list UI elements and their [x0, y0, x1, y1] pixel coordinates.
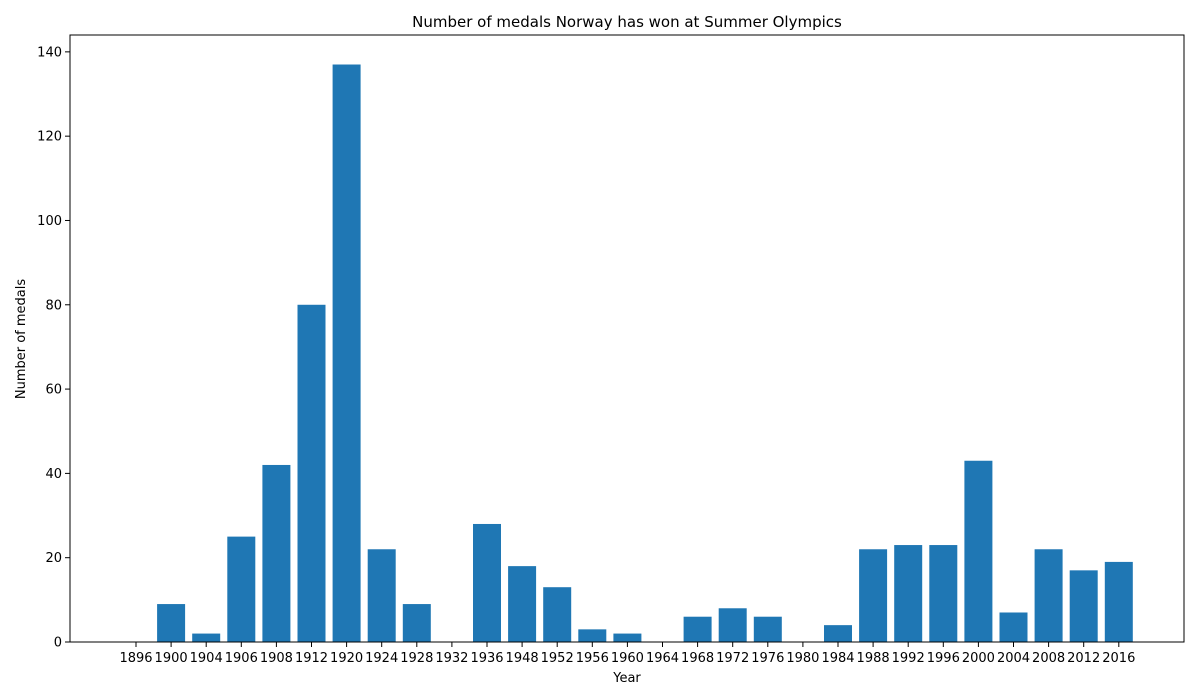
x-tick-label: 1956 [576, 651, 609, 666]
x-tick-label: 1952 [541, 651, 574, 666]
x-tick-label: 2012 [1067, 651, 1100, 666]
bar-1948 [508, 566, 537, 642]
y-axis-label: Number of medals [14, 279, 29, 400]
chart-title: Number of medals Norway has won at Summe… [412, 13, 842, 31]
x-tick-label: 1936 [470, 651, 503, 666]
x-tick-label: 1948 [506, 651, 539, 666]
bar-1908 [262, 464, 291, 642]
x-tick-label: 1906 [225, 651, 258, 666]
y-tick-label: 120 [37, 130, 62, 145]
x-tick-label: 2004 [997, 651, 1030, 666]
bar-1936 [473, 523, 501, 642]
bar-1968 [683, 616, 712, 642]
x-tick-label: 2000 [962, 651, 995, 666]
bar-1976 [753, 616, 782, 642]
x-tick-label: 1988 [857, 651, 890, 666]
bar-1904 [192, 633, 221, 642]
bar-2004 [999, 612, 1028, 642]
y-tick-label: 140 [37, 45, 62, 60]
x-axis-label: Year [612, 671, 641, 686]
bar-1992 [894, 545, 923, 642]
bar-2000 [964, 460, 993, 642]
bar-1952 [543, 587, 572, 642]
x-tick-label: 1896 [119, 651, 152, 666]
x-tick-label: 1920 [330, 651, 363, 666]
x-tick-label: 2016 [1102, 651, 1135, 666]
y-tick-label: 40 [45, 467, 62, 482]
bar-1920 [332, 64, 361, 642]
y-tick-label: 100 [37, 214, 62, 229]
x-tick-label: 1976 [751, 651, 784, 666]
x-tick-label: 1972 [716, 651, 749, 666]
x-tick-label: 1904 [190, 651, 223, 666]
bar-1984 [824, 625, 852, 642]
x-tick-label: 1960 [611, 651, 644, 666]
x-tick-label: 1928 [400, 651, 433, 666]
plot-frame [69, 34, 1185, 643]
x-tick-label: 1912 [295, 651, 328, 666]
x-tick-label: 1932 [435, 651, 468, 666]
bar-1988 [859, 549, 888, 642]
x-tick-label: 1908 [260, 651, 293, 666]
x-tick-label: 1992 [892, 651, 925, 666]
bar-1928 [402, 604, 431, 642]
bar-1956 [578, 629, 607, 642]
x-tick-label: 1964 [646, 651, 679, 666]
x-tick-label: 1900 [155, 651, 188, 666]
bar-1900 [157, 604, 186, 642]
x-tick-label: 1996 [927, 651, 960, 666]
y-tick-label: 20 [45, 551, 62, 566]
bar-1906 [227, 536, 256, 642]
bar-1912 [297, 304, 326, 642]
bar-1996 [929, 545, 958, 642]
y-tick-label: 0 [54, 636, 62, 651]
bar-1972 [718, 608, 747, 642]
x-tick-label: 1924 [365, 651, 398, 666]
x-tick-label: 2008 [1032, 651, 1065, 666]
bar-1924 [367, 549, 396, 642]
x-tick-label: 1980 [786, 651, 819, 666]
x-tick-label: 1968 [681, 651, 714, 666]
y-tick-label: 60 [45, 383, 62, 398]
bar-2016 [1104, 561, 1133, 642]
bar-2012 [1069, 570, 1098, 642]
x-tick-label: 1984 [821, 651, 854, 666]
bar-2008 [1034, 549, 1063, 642]
bar-1960 [613, 633, 642, 642]
y-tick-label: 80 [45, 298, 62, 313]
